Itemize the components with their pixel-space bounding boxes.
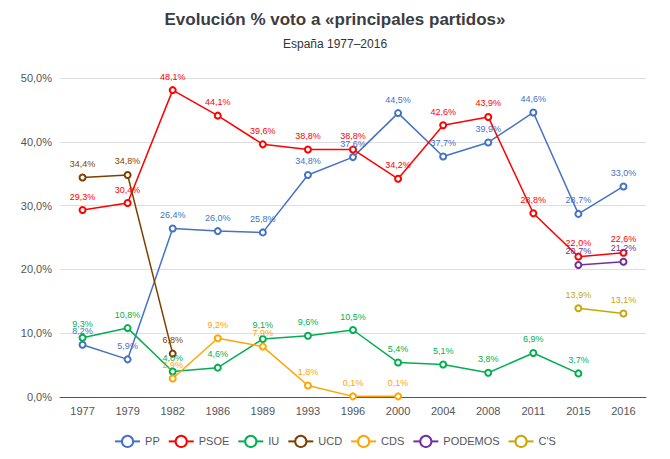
svg-text:34,2%: 34,2% xyxy=(385,160,411,170)
svg-text:1,8%: 1,8% xyxy=(298,367,319,377)
svg-text:43,9%: 43,9% xyxy=(475,98,501,108)
svg-text:13,1%: 13,1% xyxy=(611,295,637,305)
svg-text:8,2%: 8,2% xyxy=(72,326,93,337)
svg-text:33,0%: 33,0% xyxy=(611,168,637,178)
svg-text:0,0%: 0,0% xyxy=(27,391,52,403)
svg-text:7,9%: 7,9% xyxy=(253,328,274,338)
svg-text:34,8%: 34,8% xyxy=(295,156,321,166)
svg-text:2015: 2015 xyxy=(566,405,590,417)
svg-text:0,1%: 0,1% xyxy=(343,378,364,388)
svg-text:1977: 1977 xyxy=(70,405,94,417)
svg-text:Evolución % voto a «principale: Evolución % voto a «principales partidos… xyxy=(164,10,505,29)
svg-text:10,5%: 10,5% xyxy=(340,312,366,322)
svg-text:PODEMOS: PODEMOS xyxy=(443,435,499,447)
svg-text:21,2%: 21,2% xyxy=(611,243,637,253)
svg-text:44,1%: 44,1% xyxy=(205,97,231,107)
svg-text:34,8%: 34,8% xyxy=(115,156,141,166)
svg-text:C'S: C'S xyxy=(539,435,556,447)
svg-text:13,9%: 13,9% xyxy=(566,290,592,300)
svg-text:2004: 2004 xyxy=(431,405,455,417)
svg-text:40,0%: 40,0% xyxy=(21,136,52,148)
svg-text:CDS: CDS xyxy=(381,435,404,447)
svg-text:1986: 1986 xyxy=(206,405,230,417)
svg-text:2000: 2000 xyxy=(386,405,410,417)
svg-text:9,3%: 9,3% xyxy=(72,319,93,329)
svg-text:6,8%: 6,8% xyxy=(162,335,183,345)
svg-text:PSOE: PSOE xyxy=(199,435,230,447)
svg-text:1996: 1996 xyxy=(341,405,365,417)
svg-text:22,0%: 22,0% xyxy=(565,238,592,249)
svg-text:5,9%: 5,9% xyxy=(117,341,138,351)
svg-text:25,8%: 25,8% xyxy=(250,214,276,224)
svg-text:9,6%: 9,6% xyxy=(298,317,319,327)
svg-text:20,0%: 20,0% xyxy=(21,263,52,275)
svg-text:5,4%: 5,4% xyxy=(388,344,409,354)
svg-text:44,5%: 44,5% xyxy=(385,95,411,105)
svg-text:4,6%: 4,6% xyxy=(208,349,229,359)
svg-text:5,1%: 5,1% xyxy=(433,346,454,356)
svg-text:0,1%: 0,1% xyxy=(388,378,409,388)
svg-text:22,6%: 22,6% xyxy=(610,234,637,245)
svg-text:2011: 2011 xyxy=(521,405,545,417)
svg-text:38,8%: 38,8% xyxy=(340,131,366,141)
svg-text:1982: 1982 xyxy=(160,405,184,417)
svg-text:44,6%: 44,6% xyxy=(521,94,547,104)
svg-text:PP: PP xyxy=(145,435,160,447)
svg-text:6,9%: 6,9% xyxy=(523,334,544,344)
svg-text:48,1%: 48,1% xyxy=(160,72,186,82)
svg-text:3,7%: 3,7% xyxy=(568,355,589,365)
svg-text:28,8%: 28,8% xyxy=(521,195,547,205)
svg-text:50,0%: 50,0% xyxy=(21,72,52,84)
svg-text:28,7%: 28,7% xyxy=(566,195,592,205)
svg-text:26,4%: 26,4% xyxy=(160,210,186,220)
svg-text:34,4%: 34,4% xyxy=(70,159,96,169)
svg-text:2008: 2008 xyxy=(476,405,500,417)
svg-text:UCD: UCD xyxy=(318,435,342,447)
svg-text:37,6%: 37,6% xyxy=(340,138,366,149)
svg-text:10,8%: 10,8% xyxy=(115,310,141,320)
svg-text:30,0%: 30,0% xyxy=(21,200,52,212)
svg-text:10,0%: 10,0% xyxy=(21,327,52,339)
svg-text:39,9%: 39,9% xyxy=(475,124,501,134)
svg-text:1993: 1993 xyxy=(296,405,320,417)
svg-text:9,1%: 9,1% xyxy=(252,320,274,331)
svg-text:3,8%: 3,8% xyxy=(478,354,499,364)
svg-text:2016: 2016 xyxy=(611,405,635,417)
svg-text:España 1977–2016: España 1977–2016 xyxy=(283,37,387,51)
svg-text:38,8%: 38,8% xyxy=(295,131,321,141)
svg-text:1979: 1979 xyxy=(115,405,139,417)
svg-text:20,7%: 20,7% xyxy=(566,246,592,256)
svg-text:26,0%: 26,0% xyxy=(205,213,231,223)
svg-text:1989: 1989 xyxy=(251,405,275,417)
svg-text:37,7%: 37,7% xyxy=(430,138,456,148)
svg-text:42,6%: 42,6% xyxy=(430,107,456,117)
svg-text:30,4%: 30,4% xyxy=(115,185,141,195)
svg-text:39,6%: 39,6% xyxy=(250,126,276,136)
svg-text:2,9%: 2,9% xyxy=(162,360,183,370)
svg-text:9,2%: 9,2% xyxy=(208,320,229,330)
svg-text:29,3%: 29,3% xyxy=(70,192,96,202)
svg-text:4,0%: 4,0% xyxy=(162,353,183,363)
svg-text:IU: IU xyxy=(268,435,279,447)
